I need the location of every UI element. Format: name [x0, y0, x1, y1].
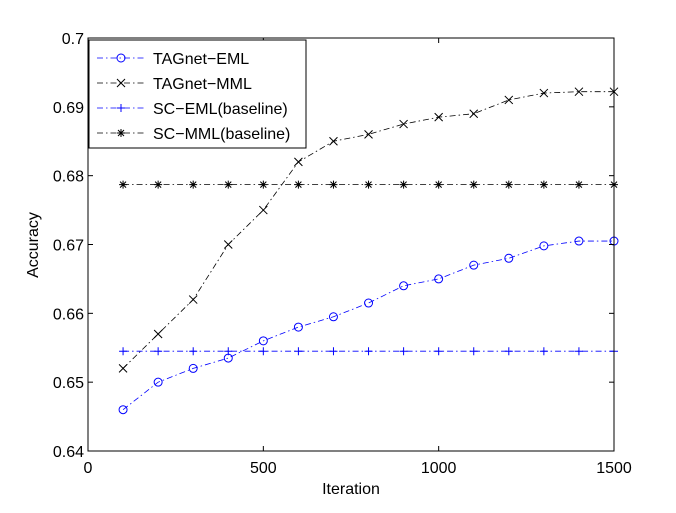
data-point-sc-mml-baseline: [364, 180, 373, 189]
legend-label-tagnet-eml: TAGnet−EML: [153, 51, 249, 68]
data-point-tagnet-mml: [118, 364, 128, 373]
data-point-sc-eml-baseline: [224, 347, 233, 356]
series-tagnet-mml: [118, 87, 619, 373]
y-tick-label: 0.67: [53, 238, 84, 255]
data-point-sc-mml-baseline: [224, 180, 233, 189]
data-point-tagnet-mml: [258, 205, 268, 215]
y-tick-label: 0.65: [53, 375, 84, 392]
y-axis-label: Accuracy: [25, 212, 42, 278]
y-tick-label: 0.69: [53, 100, 84, 117]
data-point-sc-eml-baseline: [469, 347, 478, 356]
data-point-tagnet-eml: [118, 405, 128, 415]
y-tick-label: 0.66: [53, 306, 84, 323]
legend-entry-tagnet-eml: TAGnet−EML: [97, 51, 249, 68]
data-point-sc-eml-baseline: [329, 347, 338, 356]
legend-marker-sc-mml-baseline: [117, 129, 125, 137]
data-point-sc-eml-baseline: [539, 347, 548, 356]
data-point-tagnet-eml: [469, 260, 479, 270]
data-point-sc-mml-baseline: [434, 180, 443, 189]
x-tick-label: 500: [250, 460, 277, 477]
data-point-sc-eml-baseline: [119, 347, 128, 356]
legend-marker-tagnet-eml: [116, 53, 126, 63]
data-point-tagnet-eml: [153, 377, 163, 387]
data-point-sc-mml-baseline: [119, 180, 128, 189]
series-line-tagnet-mml: [122, 91, 614, 369]
series-layer: [118, 87, 619, 415]
data-point-tagnet-mml: [364, 130, 373, 139]
data-point-tagnet-mml: [469, 109, 479, 119]
data-point-tagnet-eml: [504, 253, 514, 263]
legend-label-sc-eml-baseline: SC−EML(baseline): [153, 101, 288, 118]
data-point-tagnet-mml: [434, 112, 444, 122]
data-point-tagnet-mml: [574, 87, 584, 97]
data-point-sc-eml-baseline: [399, 347, 408, 356]
data-point-tagnet-eml: [258, 336, 268, 346]
legend-label-sc-mml-baseline: SC−MML(baseline): [153, 126, 290, 143]
data-point-tagnet-mml: [329, 136, 338, 146]
legend-marker-tagnet-mml: [116, 78, 126, 88]
data-point-sc-mml-baseline: [399, 180, 408, 189]
data-point-tagnet-eml: [188, 363, 198, 373]
data-point-tagnet-mml: [223, 240, 233, 249]
x-tick-label: 1500: [596, 460, 632, 477]
data-point-tagnet-eml: [539, 241, 549, 251]
data-point-sc-mml-baseline: [469, 180, 478, 189]
series-sc-mml-baseline: [119, 180, 618, 189]
data-point-tagnet-eml: [399, 281, 409, 291]
legend-marker-sc-eml-baseline: [117, 104, 125, 112]
legend-entry-tagnet-mml: TAGnet−MML: [97, 76, 252, 93]
legend: TAGnet−EML TAGnet−MML SC−EML(baseline) SC−M…: [88, 39, 307, 149]
y-tick-label: 0.68: [53, 169, 84, 186]
data-point-sc-mml-baseline: [574, 180, 583, 189]
series-tagnet-eml: [118, 236, 619, 415]
data-point-sc-mml-baseline: [504, 180, 513, 189]
x-tick-label: 0: [84, 460, 93, 477]
y-tick-label: 0.64: [53, 444, 84, 461]
data-point-tagnet-mml: [188, 295, 198, 304]
legend-entries: TAGnet−EML TAGnet−MML SC−EML(baseline) SC−M…: [97, 51, 290, 143]
series-line-tagnet-eml: [122, 240, 614, 411]
data-point-tagnet-eml: [434, 274, 444, 284]
data-point-tagnet-mml: [504, 95, 514, 105]
data-point-tagnet-eml: [364, 298, 374, 308]
data-point-tagnet-mml: [294, 157, 303, 167]
legend-label-tagnet-mml: TAGnet−MML: [153, 76, 252, 93]
data-point-sc-eml-baseline: [574, 347, 583, 356]
data-point-tagnet-eml: [574, 236, 584, 246]
data-point-tagnet-mml: [153, 329, 163, 339]
data-point-sc-eml-baseline: [154, 347, 163, 356]
legend-entry-sc-mml-baseline: SC−MML(baseline): [97, 126, 290, 143]
data-point-sc-eml-baseline: [504, 347, 513, 356]
data-point-sc-mml-baseline: [539, 180, 548, 189]
x-axis-label: Iteration: [322, 481, 380, 498]
data-point-sc-mml-baseline: [259, 180, 268, 189]
data-point-tagnet-mml: [399, 119, 408, 129]
data-point-tagnet-mml: [539, 88, 549, 98]
data-point-sc-eml-baseline: [294, 347, 303, 356]
data-point-tagnet-eml: [328, 312, 338, 322]
data-point-tagnet-eml: [223, 353, 233, 363]
data-point-sc-mml-baseline: [294, 180, 303, 189]
data-point-sc-mml-baseline: [154, 180, 163, 189]
y-tick-label: 0.7: [62, 31, 84, 48]
series-sc-eml-baseline: [119, 347, 618, 356]
data-point-sc-eml-baseline: [364, 347, 373, 356]
data-point-sc-mml-baseline: [329, 180, 338, 189]
data-point-sc-eml-baseline: [434, 347, 443, 356]
data-point-sc-mml-baseline: [189, 180, 198, 189]
data-point-tagnet-eml: [293, 322, 303, 332]
data-point-sc-eml-baseline: [259, 347, 268, 356]
data-point-sc-eml-baseline: [189, 347, 198, 356]
axis-layer: 0 500 1000 1500 0.64 0.65 0.66 0.67 0.68 0.69 0.7: [53, 31, 632, 477]
x-tick-label: 1000: [421, 460, 457, 477]
legend-entry-sc-eml-baseline: SC−EML(baseline): [97, 101, 288, 118]
